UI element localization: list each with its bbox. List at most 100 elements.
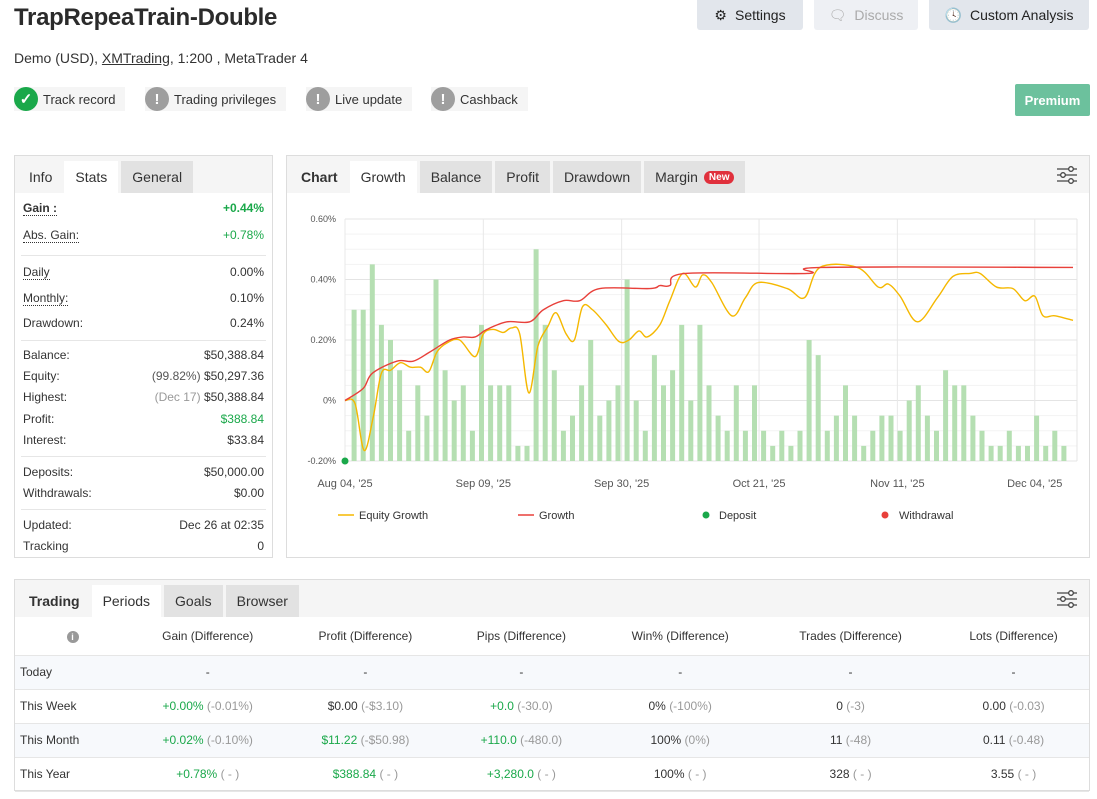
tab-general[interactable]: General [121,161,194,193]
monthly-value: 0.10% [229,291,264,305]
daily-bar [779,430,785,461]
legend-growth[interactable]: Growth [539,510,574,522]
monthly-label[interactable]: Monthly: [23,291,69,306]
broker-link[interactable]: XMTrading [101,50,170,66]
daily-bar [469,430,475,461]
daily-bar [843,385,848,461]
tab-browser[interactable]: Browser [225,585,299,617]
trading-heading: Trading [29,593,80,609]
warning-icon: ! [431,87,455,111]
cell-value: 0% [648,699,666,713]
cell-value: 100% [653,767,685,781]
tab-goals[interactable]: Goals [164,585,223,617]
daily-bar [706,385,712,461]
cell-value: +0.78% [176,767,218,781]
period-cell: - [938,655,1089,690]
stat-balance: Balance: $50,388.84 [23,348,264,362]
daily-bar [997,445,1003,461]
cell-value: $11.22 [321,733,358,747]
badge-cashback[interactable]: ! Cashback [431,87,528,111]
premium-button[interactable]: Premium [1015,84,1090,116]
balance-value: $50,388.84 [203,348,264,362]
cell-value: - [678,665,683,679]
daily-bar [970,415,976,461]
cell-value: +3,280.0 [486,767,534,781]
periods-tabs: Trading Periods Goals Browser [15,580,1089,617]
stat-interest: Interest: $33.84 [23,433,264,447]
period-cell: +0.00% (-0.01%) [130,689,286,724]
daily-bar [906,400,912,461]
info-icon[interactable]: i [66,630,79,643]
warning-icon: ! [306,87,330,111]
stat-drawdown: Drawdown: 0.24% [23,316,264,330]
settings-button[interactable]: ⚙ Settings [697,0,803,30]
daily-bar [424,415,430,461]
filter-settings-icon[interactable] [1056,164,1078,186]
daily-bar [934,430,939,461]
daily-bar [733,385,739,461]
badge-live-update[interactable]: ! Live update [306,87,413,111]
period-label: Today [15,655,130,690]
daily-bar [870,430,876,461]
daily-bar [661,385,666,461]
period-cell: - [285,655,446,690]
cell-difference: (-0.01%) [206,699,253,713]
daily-label[interactable]: Daily [23,265,50,280]
tab-margin[interactable]: Margin New [644,161,746,193]
legend-deposit[interactable]: Deposit [719,510,756,522]
discuss-button[interactable]: 🗨 Discuss [814,0,918,30]
daily-bar [752,385,757,461]
gain-value: +0.44% [222,201,264,215]
cell-difference: (-3) [846,699,865,713]
daily-bar [679,324,685,461]
period-cell: - [597,655,763,690]
chart-panel: Chart Growth Balance Profit Drawdown Mar… [286,155,1090,558]
col-gain: Gain (Difference) [130,617,286,656]
equity-percent: (99.82%) [151,369,201,383]
tab-periods[interactable]: Periods [91,585,162,617]
badge-track-record[interactable]: ✓ Track record [14,87,126,111]
x-tick-label: Oct 21, '25 [733,478,786,490]
col-pips: Pips (Difference) [445,617,598,656]
growth-line [344,266,1074,402]
legend-withdrawal[interactable]: Withdrawal [899,510,953,522]
withdrawals-label: Withdrawals: [23,486,92,500]
cell-value: $0.00 [327,699,358,713]
deposit-marker[interactable] [341,457,349,465]
equity-value: $50,297.36 [203,369,264,383]
tab-stats[interactable]: Stats [64,161,119,193]
tab-drawdown[interactable]: Drawdown [552,161,642,193]
x-tick-label: Sep 09, '25 [456,478,511,490]
gain-label[interactable]: Gain : [23,201,58,216]
cell-value: 328 [829,767,850,781]
y-tick-label: 0.40% [310,275,336,285]
daily-bar [551,370,557,461]
y-tick-label: 0.60% [310,214,336,224]
daily-bar [515,445,521,461]
custom-analysis-button[interactable]: 🕓 Custom Analysis [929,0,1089,30]
daily-bar [888,415,894,461]
period-cell: $388.84 ( - ) [285,757,446,792]
daily-bar [1015,445,1021,461]
account-subtitle: Demo (USD), XMTrading, 1:200 , MetaTrade… [14,50,308,66]
drawdown-value: 0.24% [229,316,264,330]
cell-value: 0.00 [982,699,1006,713]
daily-bar [588,340,594,461]
col-profit: Profit (Difference) [285,617,446,656]
divider [21,509,266,510]
badge-trading-privileges[interactable]: ! Trading privileges [145,87,287,111]
daily-bar [460,385,466,461]
daily-bar [761,430,767,461]
legend-equity-growth[interactable]: Equity Growth [359,510,428,522]
withdrawals-value: $0.00 [233,486,264,500]
tab-info[interactable]: Info [29,169,53,185]
y-tick-label: 0.20% [310,335,336,345]
tab-profit[interactable]: Profit [495,161,550,193]
interest-value: $33.84 [227,433,264,447]
abs-gain-label[interactable]: Abs. Gain: [23,228,80,243]
filter-settings-icon[interactable] [1056,588,1078,610]
daily-bar [433,279,439,461]
daily-bar [852,415,858,461]
tab-balance[interactable]: Balance [419,161,493,193]
tab-growth[interactable]: Growth [349,161,417,193]
